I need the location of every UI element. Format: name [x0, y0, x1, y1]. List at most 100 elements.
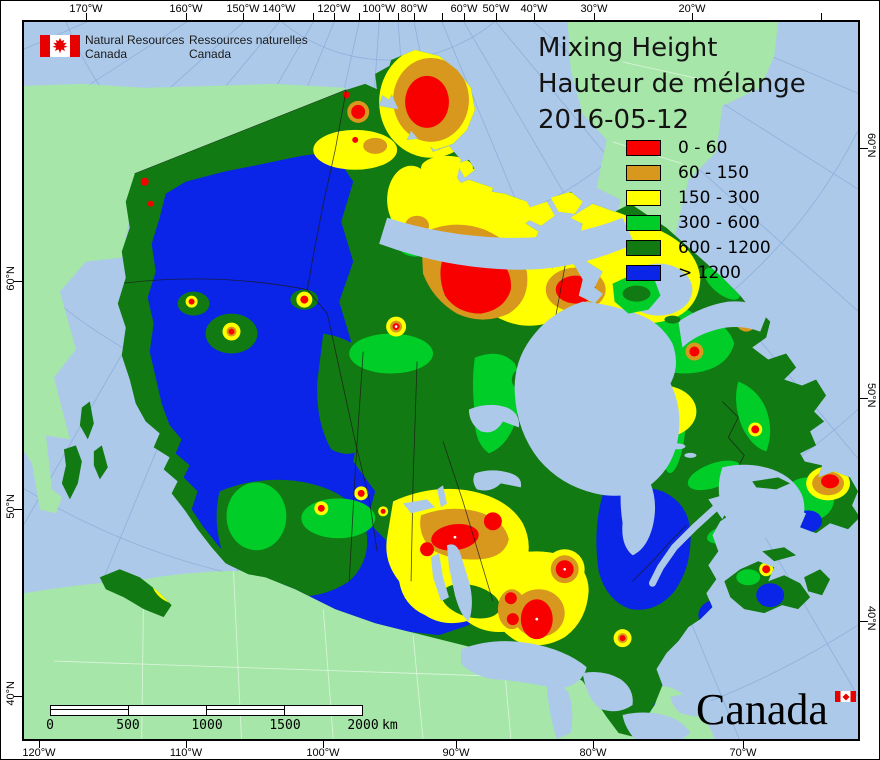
axis-tick	[414, 13, 415, 20]
scale-tick-label: 0	[46, 718, 54, 733]
axis-label: 80°W	[579, 747, 607, 759]
axis-tick	[39, 741, 40, 748]
axis-label: 80°W	[400, 3, 428, 15]
map-title: Mixing Height Hauteur de mélange 2016-05…	[538, 30, 806, 138]
axis-tick	[323, 741, 324, 748]
legend-swatch	[626, 215, 661, 231]
axis-tick	[464, 13, 465, 20]
coronation-gulf	[379, 217, 635, 270]
axis-label: 50°N	[865, 383, 877, 408]
lake-ontario	[670, 694, 717, 717]
map-canvas: Natural Resources Canada Ressources natu…	[22, 20, 860, 741]
axis-label: 90°W	[442, 747, 470, 759]
st-lawrence-river	[649, 503, 720, 587]
axis-tick	[359, 13, 360, 20]
axis-tick	[593, 741, 594, 748]
axis-tick	[14, 509, 22, 510]
axis-label: 30°W	[580, 3, 608, 15]
legend-label: 60 - 150	[678, 163, 750, 183]
dept-name-en-line2: Canada	[85, 47, 128, 61]
dept-name-fr-line1: Ressources naturelles	[189, 33, 308, 47]
axis-label: 170°W	[69, 3, 103, 15]
dept-name-en-line1: Natural Resources	[85, 33, 185, 47]
axis-label: 120°W	[22, 747, 56, 759]
legend-item: 150 - 300	[626, 188, 771, 208]
canada-wordmark: Canada	[696, 684, 858, 736]
lake-erie	[622, 712, 691, 739]
axis-tick	[279, 13, 280, 20]
axis-tick	[821, 13, 822, 20]
axis-tick	[692, 13, 693, 20]
legend-swatch	[626, 265, 661, 281]
legend: 0 - 60 60 - 150 150 - 300 300 - 600 600 …	[626, 138, 771, 290]
lake-huron	[582, 671, 633, 712]
legend-item: 300 - 600	[626, 213, 771, 233]
legend-label: 0 - 60	[678, 138, 728, 158]
hudson-bay	[514, 301, 680, 496]
axis-label: 110°W	[169, 747, 203, 759]
legend-label: 600 - 1200	[678, 238, 771, 258]
scale-tick-label: 1500	[269, 718, 301, 733]
axis-label: 120°W	[317, 3, 351, 15]
axis-label: 100°W	[306, 747, 340, 759]
axis-tick	[186, 741, 187, 748]
scale-unit-label: km	[382, 718, 398, 733]
axis-label: 150°W	[226, 3, 260, 15]
axis-label: 160°W	[169, 3, 203, 15]
lake-superior	[460, 641, 587, 690]
mixing-height-map	[24, 22, 858, 739]
bay-islands	[612, 273, 791, 490]
axis-tick	[456, 741, 457, 748]
canada-flag-icon	[40, 35, 80, 57]
legend-label: 300 - 600	[678, 213, 760, 233]
anticosti-island	[752, 477, 791, 490]
alaska-landmass	[24, 83, 347, 514]
axis-tick	[379, 13, 380, 20]
scale-tick-label: 500	[116, 718, 140, 733]
axis-tick	[594, 13, 595, 20]
axis-tick	[442, 13, 443, 20]
axis-label: 50°N	[5, 494, 17, 519]
axis-tick	[86, 13, 87, 20]
inland-waters	[379, 217, 805, 739]
axis-label: 140°W	[262, 3, 296, 15]
legend-item: 600 - 1200	[626, 238, 771, 258]
axis-tick	[186, 13, 187, 20]
scale-tick-label: 1000	[191, 718, 223, 733]
axis-tick	[14, 281, 22, 282]
james-bay	[620, 472, 656, 556]
axis-tick	[14, 696, 22, 697]
axis-tick	[313, 13, 314, 20]
axis-tick	[860, 148, 868, 149]
axis-label: 60°N	[5, 266, 17, 291]
legend-label: 150 - 300	[678, 188, 760, 208]
scale-bar-segments	[50, 705, 363, 716]
map-date: 2016-05-12	[538, 105, 690, 135]
great-slave-lake	[473, 470, 522, 491]
axis-tick	[398, 13, 399, 20]
axis-label: 40°N	[5, 681, 17, 706]
axis-tick	[860, 398, 868, 399]
wordmark-text: Canada	[696, 685, 828, 734]
legend-label: > 1200	[678, 263, 741, 283]
canada-flag-icon	[835, 691, 856, 702]
axis-tick	[243, 13, 244, 20]
axis-label: 40°W	[520, 3, 548, 15]
axis-tick	[496, 13, 497, 20]
nrcan-signature: Natural Resources Canada Ressources natu…	[40, 33, 360, 68]
axis-tick	[534, 13, 535, 20]
map-title-fr: Hauteur de mélange	[538, 69, 806, 99]
axis-tick	[743, 741, 744, 748]
axis-label: 50°W	[482, 3, 510, 15]
legend-item: 0 - 60	[626, 138, 771, 158]
axis-label: 40°N	[865, 606, 877, 631]
lake-michigan	[546, 684, 573, 739]
legend-swatch	[626, 140, 661, 156]
axis-label: 60°N	[865, 133, 877, 158]
axis-label: 20°W	[678, 3, 706, 15]
axis-tick	[334, 13, 335, 20]
legend-swatch	[626, 165, 661, 181]
lake-winnipeg	[446, 544, 472, 622]
scale-tick-label: 2000	[347, 718, 379, 733]
